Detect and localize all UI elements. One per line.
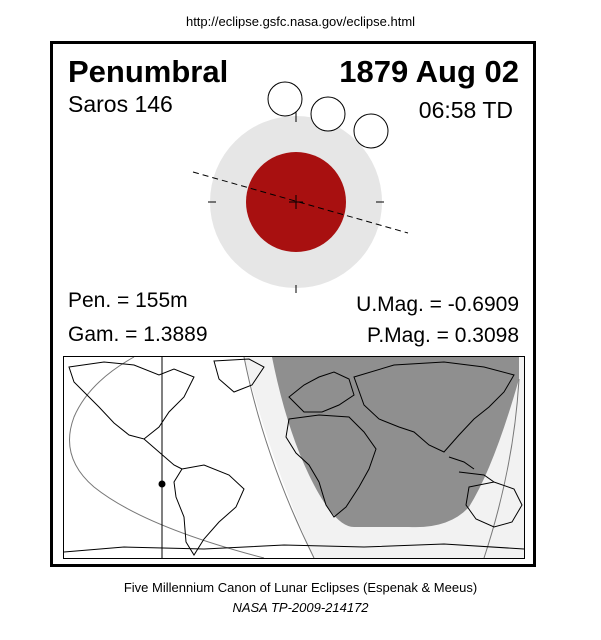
- moon-position-first: [267, 81, 303, 117]
- visibility-limit-mid: [243, 357, 315, 558]
- asia-outline: [353, 361, 515, 453]
- visibility-limit-east: [483, 378, 520, 558]
- world-map-svg: [64, 357, 524, 558]
- nasa-publication: NASA TP-2009-214172: [232, 600, 369, 615]
- penumbral-duration: Pen. = 155m: [68, 289, 188, 312]
- greenland-outline: [213, 358, 265, 393]
- moon-position-mid: [310, 96, 346, 132]
- north-america-outline: [68, 361, 195, 440]
- source-url[interactable]: http://eclipse.gsfc.nasa.gov/eclipse.htm…: [185, 14, 416, 29]
- saros-number: Saros 146: [68, 91, 173, 117]
- eclipse-type: Penumbral: [68, 54, 229, 89]
- shadow-diagram: [192, 81, 409, 293]
- gamma-value: Gam. = 1.3889: [68, 323, 208, 346]
- central-america-outline: [143, 438, 183, 470]
- eclipse-date: 1879 Aug 02: [339, 54, 519, 89]
- moon-position-last: [353, 113, 389, 149]
- south-america-outline: [173, 464, 245, 556]
- se-asia-islands-outline: [448, 456, 495, 483]
- australia-outline: [465, 481, 523, 528]
- visibility-map: [63, 356, 525, 559]
- europe-outline: [288, 371, 355, 413]
- penumbral-magnitude: P.Mag. = 0.3098: [367, 324, 519, 347]
- eclipse-figure-frame: Penumbral 1879 Aug 02 Saros 146 06:58 TD…: [50, 41, 536, 567]
- antarctica-outline: [64, 543, 524, 553]
- visibility-limit-west: [69, 357, 265, 558]
- eclipse-time: 06:58 TD: [418, 97, 513, 123]
- eclipse-visible-zone: [272, 357, 519, 528]
- canon-citation: Five Millennium Canon of Lunar Eclipses …: [123, 580, 478, 595]
- africa-outline: [285, 414, 377, 518]
- umbral-magnitude: U.Mag. = -0.6909: [356, 293, 519, 316]
- greatest-eclipse-point: [158, 480, 166, 488]
